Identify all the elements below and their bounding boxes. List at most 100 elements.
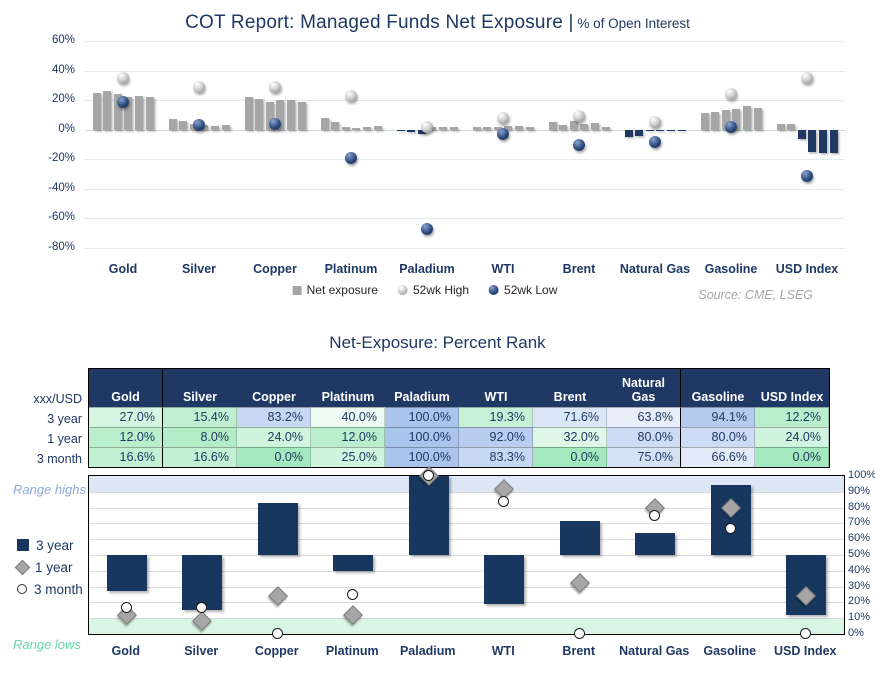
net-exposure-bar [601,127,610,130]
high-52wk-marker [345,89,357,102]
gridline-30 [89,586,844,588]
table-value-cell: 15.4% [163,407,237,427]
three-month-marker [271,628,283,639]
table-value-cell: 12.2% [755,407,829,427]
one-year-marker [569,573,590,594]
navy-square-icon [17,539,29,551]
three-year-bar [710,485,751,555]
three-year-bar [559,520,600,555]
net-exposure-bar [265,101,274,130]
net-exposure-bar [808,129,817,152]
category-label-top: Paladium [399,262,455,276]
y-tick-label: 0% [58,122,75,135]
right-tick-label: 100% [848,469,875,481]
table-value-cell: 27.0% [89,407,163,427]
y-tick-label: 60% [51,34,75,46]
legend-label: 52wk Low [504,283,558,297]
category-label-top: WTI [491,262,515,276]
low-52wk-marker [801,169,813,182]
high-52wk-marker [497,111,509,124]
right-tick-label: 30% [848,579,871,592]
right-tick-label: 40% [848,563,871,576]
table-value-cell: 16.6% [89,447,163,467]
net-exposure-bar [362,127,371,130]
net-exposure-bar [145,97,154,130]
table-value-cell: 100.0% [385,427,459,447]
gridline--80 [85,248,845,249]
table-value-cell: 63.8% [607,407,681,427]
net-exposure-bar [548,122,557,130]
net-exposure-bar [472,127,481,130]
range-highs-band [89,476,844,492]
title-sub: % of Open Interest [573,16,690,31]
table-header-usd-index: USD Index [755,369,829,407]
net-exposure-bar [711,111,720,130]
net-exposure-bar [590,123,599,130]
net-exposure-legend-icon [292,285,302,295]
net-exposure-bar [341,127,350,130]
table-value-cell: 12.0% [311,427,385,447]
range-highs-label: Range highs [13,482,86,497]
net-exposure-bar [244,97,253,130]
right-tick-label: 0% [848,627,864,639]
legend-label: 52wk High [412,283,470,297]
gridline-60 [85,41,845,42]
gridline-60 [89,539,844,541]
three-month-marker [573,628,585,639]
net-exposure-bar [666,129,675,132]
gridline-10 [89,618,844,620]
legend-label: 3 year [36,537,74,553]
net-exposure-bar [753,107,762,130]
low-52wk-marker [269,117,281,130]
title-main: COT Report: Managed Funds Net Exposure | [185,12,574,33]
legend-item: 52wk High [397,283,470,297]
gridline--40 [85,188,845,190]
category-label-top: Copper [253,262,297,276]
net-exposure-bar [818,129,827,154]
legend-label: 1 year [35,559,73,575]
table-value-cell: 83.3% [459,447,533,467]
net-exposure-bar [677,129,686,132]
net-exposure-bar [210,126,219,130]
net-exposure-bar [286,100,295,130]
right-tick-label: 10% [848,611,871,624]
table-corner-label: xxx/USD [33,392,82,406]
y-tick-label: 40% [51,63,75,76]
net-exposure-bar [255,98,264,130]
low-52wk-marker [497,128,509,141]
net-exposure-bar [352,128,361,130]
table-value-cell: 24.0% [237,427,311,447]
three-year-bar [635,533,676,555]
y-tick-label: -20% [48,152,75,165]
gridline-20 [89,602,844,604]
net-exposure-bar [624,129,633,138]
legend-item: 1 year [14,556,83,578]
gridline-40 [89,570,844,572]
table-value-cell: 100.0% [385,447,459,467]
table-value-cell: 32.0% [533,427,607,447]
gridline-0 [85,129,845,131]
table-value-cell: 75.0% [607,447,681,467]
category-label-bottom: Natural Gas [619,644,690,658]
category-label-bottom: Gold [111,644,140,658]
category-label-top: Silver [181,262,217,276]
table-header-natural-gas: Natural Gas [607,369,681,407]
net-exposure-legend: Net exposure 52wk High 52wk Low [292,283,557,297]
net-exposure-bar [635,129,644,136]
low-52wk-marker [345,151,357,164]
y-tick-label: 20% [51,93,75,106]
net-exposure-bar [134,95,143,130]
low-52wk-marker [421,222,433,235]
three-year-bar [182,555,223,610]
table-value-cell: 94.1% [681,407,755,427]
net-exposure-bar [559,124,568,130]
legend-item: 52wk Low [489,283,557,297]
net-exposure-bar [373,126,382,130]
table-value-cell: 66.6% [681,447,755,467]
source-note: Source: CME, LSEG [698,288,813,302]
table-row-label: 3 month [36,452,82,466]
three-month-marker [649,509,661,521]
category-label-bottom: Brent [562,644,596,658]
gridline-90 [89,491,844,493]
high-52wk-marker [725,88,737,101]
